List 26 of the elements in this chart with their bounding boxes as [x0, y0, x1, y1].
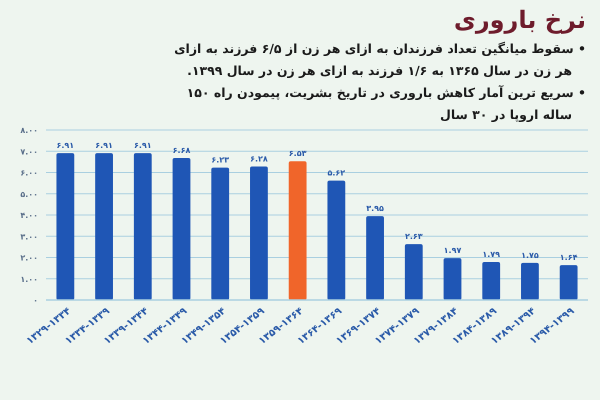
y-tick-label: ۳.۰۰ [20, 232, 38, 242]
data-label: ۱.۷۹ [482, 250, 500, 259]
y-tick-label: ۶.۰۰ [20, 168, 38, 178]
data-label: ۲.۶۳ [404, 232, 423, 242]
title: نرخ باروری [454, 5, 586, 36]
data-label: ۶.۲۸ [250, 154, 268, 164]
annotation: • سقوط میانگین تعداد فرزندان به ازای هر زن از ۶/۵ فرزند به ازای هر زن در سال ۱۳۶۵ به ۱/۶ فرزند به ازای هر زن در سال ۱۳۹۹. [173, 40, 586, 80]
data-label: ۵.۶۲ [328, 168, 346, 178]
data-label: ۶.۵۳ [288, 149, 307, 158]
y-tick-label: ۲.۰۰ [20, 254, 38, 262]
y-tick-label: ۵.۰۰ [20, 190, 38, 199]
annotation: • سریع ترین آمار کاهش باروری در تاریخ بشریت، پیمودن راه ۱۵۰ ساله اروپا در ۳۰ سال [186, 84, 586, 124]
data-label: ۳.۹۵ [366, 204, 384, 214]
y-tick-label: ۷.۰۰ [20, 147, 38, 156]
data-label: ۶.۹۱ [95, 141, 113, 150]
data-label: ۱.۶۴ [560, 253, 578, 262]
data-label: ۱.۷۵ [521, 250, 539, 260]
y-tick-label: ۸.۰۰ [20, 126, 38, 135]
data-label: ۶.۲۳ [211, 156, 230, 165]
y-tick-label: ۱.۰۰ [20, 274, 38, 284]
data-label: ۶.۶۸ [172, 146, 190, 156]
data-label: ۶.۹۱ [134, 141, 152, 150]
y-tick-label: ۴.۰۰ [20, 211, 38, 220]
data-label: ۶.۹۱ [56, 141, 74, 150]
data-label: ۱.۹۷ [444, 246, 462, 256]
y-tick-label: ۰ [33, 296, 38, 305]
